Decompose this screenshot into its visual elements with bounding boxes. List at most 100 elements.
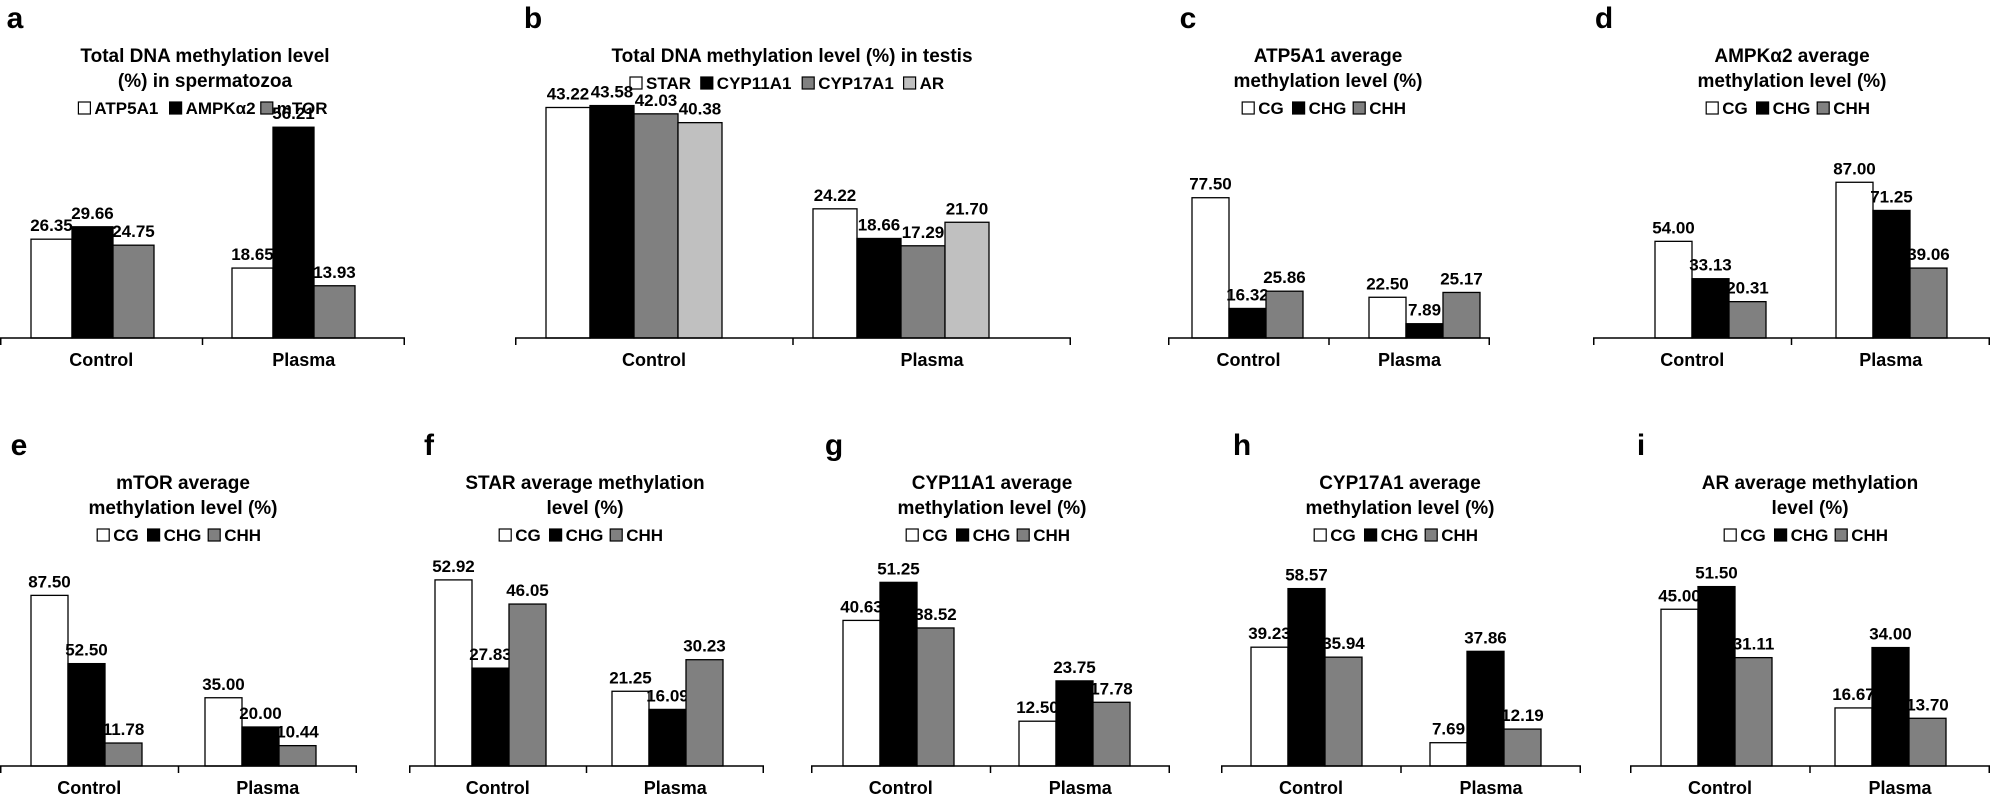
x-tick-label-control: Control xyxy=(57,778,121,797)
chart-title-line: STAR average methylation xyxy=(465,473,704,494)
x-tick-label-control: Control xyxy=(1660,350,1724,370)
bar-ampkα2-control xyxy=(71,226,114,339)
data-label: 39.23 xyxy=(1248,624,1291,643)
panel-letter-g: g xyxy=(825,429,843,462)
bar-cg-plasma xyxy=(1368,296,1407,339)
data-label: 39.06 xyxy=(1907,245,1950,264)
bar-chh-control xyxy=(1734,656,1773,767)
legend-label: STAR xyxy=(646,74,691,93)
chart-title-line: methylation level (%) xyxy=(1234,71,1423,92)
data-label: 45.00 xyxy=(1658,586,1701,605)
data-label: 51.25 xyxy=(877,559,920,578)
x-tick-label-control: Control xyxy=(1279,778,1343,797)
legend-swatch-chh xyxy=(1834,528,1848,542)
bar-chg-control xyxy=(879,581,918,767)
data-label: 26.35 xyxy=(30,216,73,235)
data-label: 87.00 xyxy=(1833,159,1876,178)
data-label: 13.70 xyxy=(1906,695,1949,714)
data-label: 11.78 xyxy=(103,720,145,739)
legend-label: CHH xyxy=(1369,99,1406,118)
data-label: 31.11 xyxy=(1733,635,1775,654)
data-label: 23.75 xyxy=(1053,658,1096,677)
data-label: 7.69 xyxy=(1432,720,1465,739)
data-label: 43.58 xyxy=(591,83,634,102)
legend-swatch-cg xyxy=(1705,101,1719,115)
data-label: 51.50 xyxy=(1695,564,1738,583)
bar-mtor-plasma xyxy=(313,285,356,339)
chart-title-line: level (%) xyxy=(546,498,623,519)
legend-swatch-chg xyxy=(147,528,161,542)
legend-swatch-ampkα2 xyxy=(169,101,183,115)
legend-swatch-mtor xyxy=(260,101,274,115)
data-label: 29.66 xyxy=(71,204,114,223)
bar-chg-plasma xyxy=(1871,646,1910,767)
bar-cyp17a1-control xyxy=(633,113,679,339)
data-label: 16.67 xyxy=(1832,685,1875,704)
legend-label: CHH xyxy=(1441,526,1478,545)
legend-swatch-chh xyxy=(1424,528,1438,542)
bar-chg-control xyxy=(1228,307,1267,339)
data-label: 40.38 xyxy=(679,100,722,119)
bar-chh-plasma xyxy=(1909,267,1948,339)
bar-chg-control xyxy=(1691,278,1730,339)
data-label: 46.05 xyxy=(506,581,549,600)
legend-label: CHH xyxy=(626,526,663,545)
panel-letter-b: b xyxy=(524,2,542,35)
legend-label: CHG xyxy=(973,526,1011,545)
bar-cg-control xyxy=(1191,197,1230,339)
legend-swatch-ar xyxy=(902,76,917,90)
legend-swatch-chh xyxy=(1352,101,1366,115)
legend-swatch-chg xyxy=(955,528,970,542)
bar-ar-control xyxy=(677,121,723,339)
data-label: 16.32 xyxy=(1226,285,1269,304)
legend-label: CHG xyxy=(1791,526,1829,545)
chart-title-line: ATP5A1 average xyxy=(1254,46,1403,67)
legend-swatch-atp5a1 xyxy=(77,101,92,115)
data-label: 33.13 xyxy=(1689,256,1732,275)
bar-chh-control xyxy=(104,742,143,767)
data-label: 13.93 xyxy=(313,263,356,282)
bar-atp5a1-plasma xyxy=(231,267,274,339)
legend-swatch-chg xyxy=(548,528,563,542)
legend-label: CHH xyxy=(224,526,261,545)
bar-cyp17a1-plasma xyxy=(900,245,946,339)
legend-swatch-cyp17a1 xyxy=(801,76,815,90)
bar-cg-plasma xyxy=(204,697,243,767)
bar-chg-plasma xyxy=(1055,680,1094,767)
data-label: 38.52 xyxy=(914,605,957,624)
data-label: 43.22 xyxy=(547,84,590,103)
x-tick-label-plasma: Plasma xyxy=(900,350,964,370)
data-label: 16.09 xyxy=(646,686,689,705)
bar-ampkα2-plasma xyxy=(272,126,315,339)
legend-label: CHG xyxy=(164,526,202,545)
bar-chg-control xyxy=(471,667,510,767)
legend-swatch-chg xyxy=(1363,528,1378,542)
data-label: 10.44 xyxy=(276,723,319,742)
bar-chh-plasma xyxy=(1442,291,1481,339)
legend-label: CHG xyxy=(566,526,604,545)
panel-letter-h: h xyxy=(1233,429,1251,462)
legend-label: CHH xyxy=(1833,99,1870,118)
x-tick-label-plasma: Plasma xyxy=(1049,778,1113,797)
bar-chg-plasma xyxy=(1872,209,1911,339)
data-label: 34.00 xyxy=(1869,625,1912,644)
bar-chg-control xyxy=(1697,585,1736,767)
chart-title-line: Total DNA methylation level xyxy=(80,46,329,67)
legend-label: CHG xyxy=(1381,526,1419,545)
legend-swatch-chh xyxy=(609,528,623,542)
bar-chh-control xyxy=(1728,300,1767,339)
legend-label: ATP5A1 xyxy=(94,99,158,118)
legend-swatch-cg xyxy=(1241,101,1255,115)
data-label: 22.50 xyxy=(1366,274,1409,293)
legend-swatch-chh xyxy=(1016,528,1030,542)
legend-label: CYP11A1 xyxy=(717,74,792,93)
x-tick-label-plasma: Plasma xyxy=(644,778,708,797)
bar-cyp11a1-plasma xyxy=(856,237,902,339)
data-label: 52.92 xyxy=(432,557,475,576)
bar-mtor-control xyxy=(112,244,155,339)
x-tick-label-control: Control xyxy=(1217,350,1281,370)
chart-title-line: AMPKα2 average xyxy=(1714,46,1869,67)
legend-swatch-chg xyxy=(1755,101,1770,115)
legend-swatch-cyp11a1 xyxy=(700,76,714,90)
data-label: 24.75 xyxy=(112,222,155,241)
